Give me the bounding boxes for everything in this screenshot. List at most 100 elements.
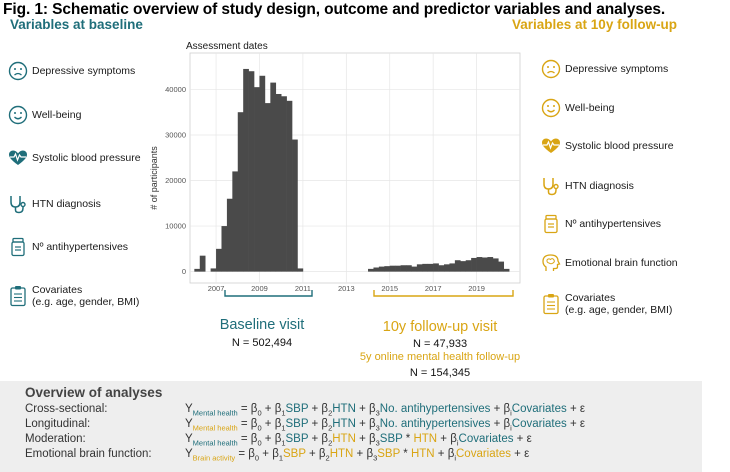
analysis-label: Cross-sectional: (25, 403, 108, 415)
clipboard-icon (543, 294, 559, 315)
term-1: SBP (285, 433, 309, 445)
term-3a: SBP (379, 433, 403, 445)
followup-item-label: Nº antihypertensives (565, 218, 662, 230)
histogram-bar (297, 268, 304, 272)
axis-ticks: 0 10000 20000 30000 40000 2007 2009 2011 2013 201… (165, 85, 485, 293)
histogram-bar (400, 265, 407, 272)
term-3: No. antihypertensives (379, 403, 491, 415)
outcome-subscript: Brain activity (192, 453, 236, 463)
histogram-bar (221, 226, 228, 272)
outcome-subscript: Mental health (192, 423, 238, 433)
term-3a: SBP (377, 448, 401, 460)
y-tick-label: 40000 (165, 85, 186, 94)
baseline-n: N = 502,494 (231, 337, 293, 349)
heart-pulse-icon (542, 138, 560, 153)
clipboard-icon (10, 286, 26, 307)
histogram-bar (237, 112, 244, 272)
term-covariates: Covariates (458, 433, 514, 445)
stethoscope-icon (10, 196, 26, 214)
histogram-bar (438, 265, 445, 272)
baseline-item-label: Well-being (32, 109, 82, 121)
histogram-bar (270, 82, 277, 272)
term-2: HTN (332, 403, 356, 415)
histogram-bar (199, 255, 206, 272)
histogram-bar (248, 71, 255, 272)
histogram-bar (395, 265, 401, 272)
followup-item-antihypertensives: Nº antihypertensives (541, 214, 661, 234)
histogram-bar (460, 261, 467, 272)
term-3b: HTN (410, 448, 435, 460)
analysis-equation: YMental health = β0 + β1SBP + β2HTN + β3… (185, 403, 585, 418)
analyses-panel (0, 381, 702, 472)
histogram-bar (194, 268, 201, 272)
term-2: HTN (332, 418, 356, 430)
baseline-bracket (224, 290, 313, 297)
histogram-bar (254, 87, 260, 272)
histogram-bars (194, 68, 510, 272)
baseline-visit-label: Baseline visit (219, 317, 305, 333)
histogram-bar (492, 258, 499, 272)
followup-item-brain: Emotional brain function (541, 253, 678, 273)
sad-face-icon (8, 61, 28, 81)
histogram-bar (264, 103, 271, 272)
smile-face-icon (541, 98, 561, 118)
histogram-bar (259, 75, 266, 272)
assessment-dates-chart: Assessment dates 0 10000 20000 30000 40000 20… (150, 41, 521, 297)
histogram-bar (416, 264, 423, 272)
histogram-bar (275, 93, 282, 272)
covariates-label: Covariates (32, 284, 83, 296)
x-tick-label: 2009 (251, 284, 268, 293)
brain-head-icon (542, 254, 561, 271)
x-tick-label: 2019 (468, 284, 485, 293)
histogram-bar (476, 257, 483, 272)
histogram-bar (503, 268, 510, 272)
covariates-label: Covariates (565, 292, 616, 304)
followup-variables-heading: Variables at 10y follow-up (512, 17, 678, 32)
followup-item-label: Systolic blood pressure (565, 140, 674, 152)
chart-title: Assessment dates (186, 41, 268, 52)
followup-item-wellbeing: Well-being (541, 98, 614, 118)
followup-bracket (373, 290, 514, 297)
term-1: SBP (285, 418, 309, 430)
x-tick-label: 2011 (295, 284, 311, 293)
term-3b: HTN (413, 433, 438, 445)
baseline-item-label: Depressive symptoms (32, 65, 136, 77)
histogram-bar (373, 267, 380, 272)
baseline-item-depressive: Depressive symptoms (8, 61, 135, 81)
term-1: SBP (285, 403, 309, 415)
histogram-bar (216, 248, 222, 272)
term-covariates: Covariates (456, 448, 511, 460)
baseline-item-label: Covariates (e.g. age, gender, BMI) (32, 284, 139, 308)
online-followup-label: 5y online mental health follow-up (359, 351, 521, 363)
followup-item-sbp: Systolic blood pressure (541, 136, 674, 156)
histogram-bar (411, 266, 418, 272)
heart-pulse-icon (9, 150, 27, 165)
analysis-equation: YBrain activity = β0 + β1SBP + β2HTN + β… (185, 448, 530, 463)
baseline-item-antihypertensives: Nº antihypertensives (8, 237, 128, 257)
figure-title: Fig. 1: Schematic overview of study desi… (3, 1, 666, 18)
analysis-label: Longitudinal: (25, 418, 91, 430)
term-1: SBP (283, 448, 306, 460)
baseline-item-label: Nº antihypertensives (32, 241, 129, 253)
x-tick-label: 2017 (425, 284, 442, 293)
histogram-bar (482, 257, 488, 272)
stethoscope-icon (543, 178, 559, 196)
y-tick-label: 20000 (165, 176, 186, 185)
histogram-bar (384, 266, 391, 272)
term-covariates: Covariates (511, 403, 567, 415)
histogram-bar (286, 100, 293, 272)
histogram-bar (427, 263, 434, 272)
histogram-bar (454, 260, 461, 272)
term-covariates: Covariates (511, 418, 567, 430)
x-tick-label: 2007 (208, 284, 225, 293)
term-2: HTN (332, 433, 356, 445)
x-tick-label: 2015 (381, 284, 398, 293)
histogram-bar (226, 198, 233, 272)
followup-item-covariates: Covariates (e.g. age, gender, BMI) (541, 292, 672, 316)
y-tick-label: 30000 (165, 130, 186, 139)
term-2: HTN (329, 448, 354, 460)
x-tick-label: 2013 (338, 284, 355, 293)
analysis-label: Emotional brain function: (25, 448, 152, 460)
histogram-bar (465, 260, 472, 272)
followup-item-label: Covariates (e.g. age, gender, BMI) (565, 292, 672, 316)
